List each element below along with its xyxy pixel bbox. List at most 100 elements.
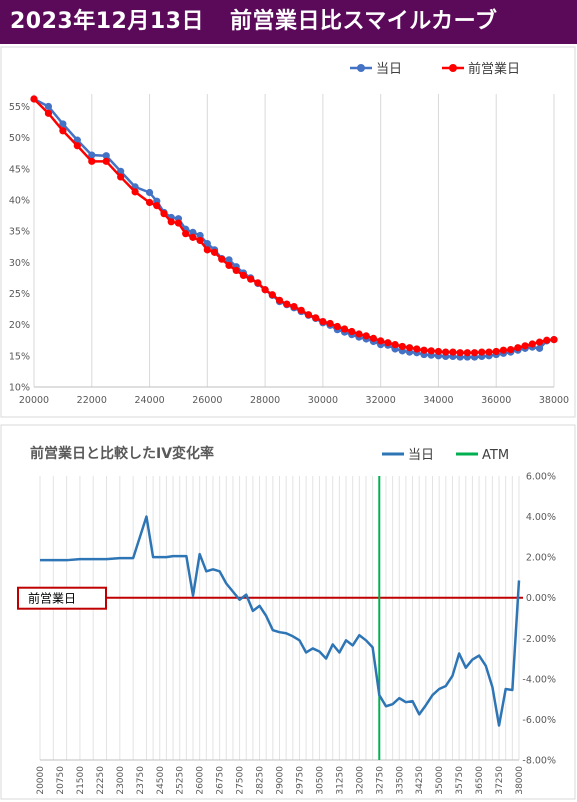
previous-day-label: 前営業日	[28, 591, 76, 606]
data-point	[268, 291, 276, 299]
data-point	[88, 151, 96, 159]
legend-marker	[449, 64, 457, 72]
x-tick-label: 23750	[136, 766, 146, 795]
data-point	[405, 344, 414, 352]
data-point	[189, 228, 197, 236]
data-point	[326, 319, 334, 328]
data-point	[73, 136, 81, 144]
legend-label: 当日	[376, 62, 402, 77]
data-point	[117, 173, 125, 181]
legend-label: 前営業日	[468, 61, 520, 77]
data-point	[427, 347, 435, 355]
data-point	[420, 346, 428, 354]
x-tick-label: 32000	[366, 395, 396, 406]
data-point	[499, 346, 508, 354]
x-tick-label: 27500	[236, 766, 246, 795]
data-point	[535, 344, 544, 352]
data-point	[232, 266, 240, 275]
x-tick-label: 26000	[196, 766, 206, 795]
legend-marker	[357, 64, 365, 72]
data-point	[290, 302, 298, 311]
smile-curve-chart: 20000 22000 24000 26000 28000 30000 32000 34000…	[0, 46, 576, 418]
series-today	[39, 515, 521, 727]
chart-frame	[0, 46, 576, 418]
x-tick-label: 38000	[515, 766, 525, 795]
data-point	[44, 102, 53, 111]
y-tick-label: 25%	[9, 289, 30, 300]
data-point	[312, 314, 320, 322]
data-point	[203, 240, 211, 248]
data-point	[102, 157, 110, 165]
x-tick-label: 33500	[395, 766, 405, 795]
data-point	[463, 349, 471, 357]
y-tick-label: 6.00%	[526, 472, 556, 483]
data-point	[391, 341, 399, 349]
data-point	[485, 348, 493, 356]
data-point	[470, 349, 479, 357]
y-tick-label: 20%	[9, 320, 30, 331]
y-tick-label: 10%	[9, 383, 30, 394]
x-tick-label: 20000	[19, 395, 49, 406]
data-point	[203, 246, 211, 254]
y-tick-label: 40%	[9, 195, 30, 206]
y-tick-label: -4.00%	[522, 674, 556, 685]
data-point	[377, 337, 385, 345]
data-point	[413, 345, 421, 353]
x-tick-label: 28000	[250, 395, 280, 406]
legend: 当日 ATM	[382, 448, 509, 463]
data-point	[348, 327, 356, 336]
x-tick-label: 24000	[134, 395, 164, 406]
data-point	[225, 261, 233, 270]
x-tick-label: 34000	[423, 395, 453, 406]
data-point	[59, 127, 67, 135]
data-point	[88, 157, 96, 165]
x-tick-label: 37250	[495, 766, 505, 795]
data-point	[319, 317, 327, 326]
y-tick-label: -8.00%	[522, 756, 556, 767]
data-point	[434, 347, 443, 356]
data-point	[369, 334, 378, 342]
data-point	[528, 340, 536, 348]
data-point	[254, 279, 262, 287]
x-tick-label: 35750	[455, 766, 465, 795]
data-point	[210, 248, 219, 256]
data-point	[442, 348, 450, 356]
header-date: 2023年12月13日	[10, 9, 204, 34]
data-point	[247, 275, 255, 283]
data-point	[131, 188, 139, 196]
chart-frame	[0, 424, 576, 800]
data-point	[543, 336, 551, 344]
y-tick-label: 45%	[9, 164, 30, 175]
previous-day-label-box	[17, 586, 107, 610]
data-point	[398, 342, 406, 351]
data-point	[196, 231, 204, 240]
chart-title: 前営業日と比較したIV変化率	[30, 445, 214, 462]
data-point	[492, 347, 500, 356]
data-point	[145, 198, 154, 207]
x-tick-label: 29000	[276, 766, 286, 795]
y-tick-label: 35%	[9, 227, 30, 238]
y-tick-label: 4.00%	[526, 512, 556, 523]
x-tick-label: 24500	[156, 766, 166, 795]
data-point	[59, 120, 67, 128]
y-tick-label: -6.00%	[522, 715, 556, 726]
x-tick-label: 23000	[116, 766, 126, 795]
data-point	[449, 348, 457, 356]
header-title: 前営業日比スマイルカーブ	[229, 9, 498, 34]
x-tick-label: 22000	[77, 395, 107, 406]
x-tick-label: 26750	[216, 766, 226, 795]
x-tick-label: 22250	[96, 766, 106, 795]
y-tick-label: 50%	[9, 133, 30, 144]
data-point	[30, 95, 38, 103]
x-tick-label: 35000	[435, 766, 445, 795]
x-tick-label: 36000	[481, 395, 511, 406]
x-tick-label: 30500	[315, 766, 325, 795]
data-point	[160, 210, 168, 218]
data-point	[182, 230, 190, 238]
y-tick-label: 55%	[9, 102, 30, 113]
data-point	[333, 322, 341, 331]
data-point	[521, 342, 529, 350]
legend-label: ATM	[482, 448, 509, 463]
x-tick-label: 26000	[192, 395, 222, 406]
data-point	[218, 255, 226, 263]
